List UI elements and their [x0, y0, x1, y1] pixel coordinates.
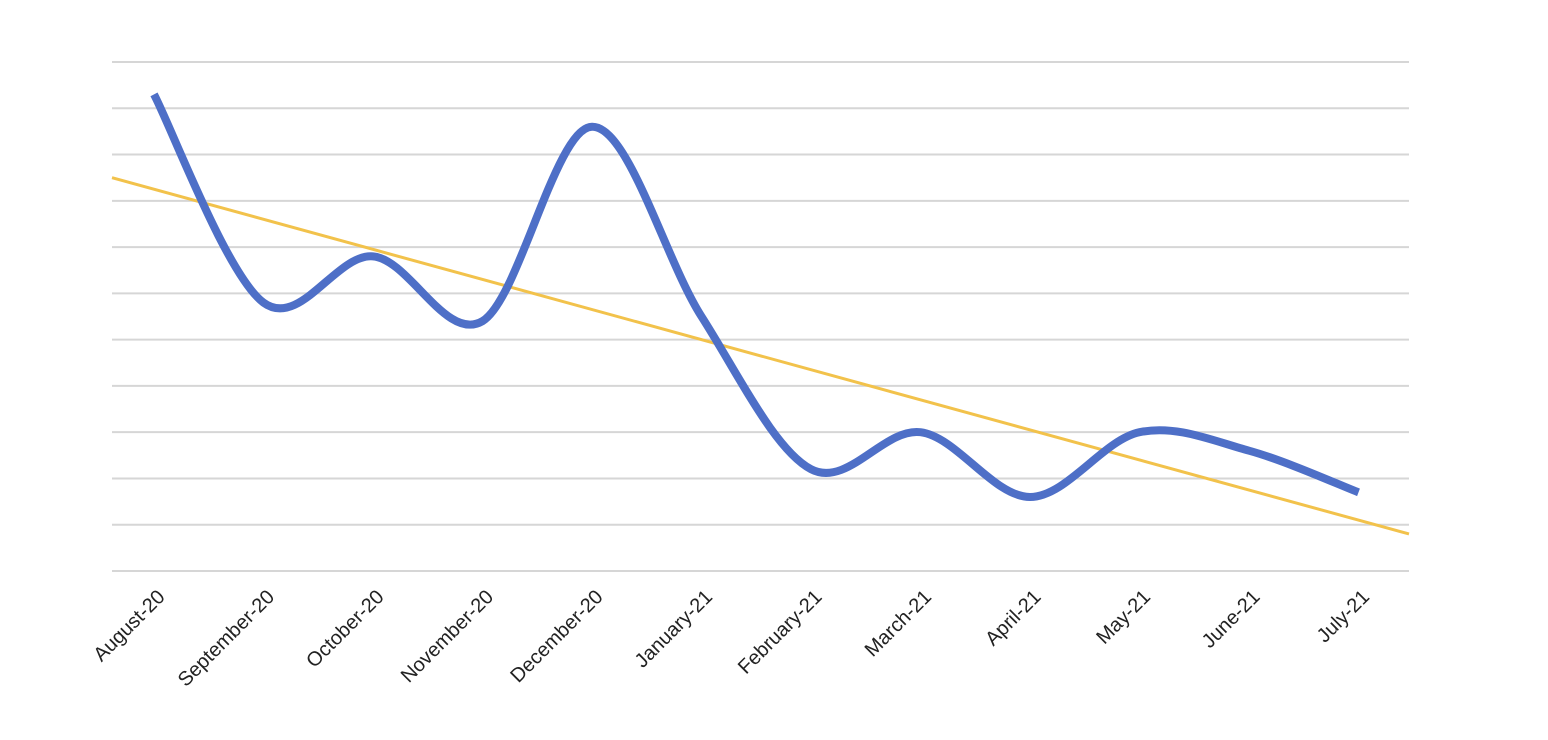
x-tick-label: January-21 [631, 586, 717, 672]
x-tick-label: July-21 [1313, 586, 1374, 647]
gridlines [112, 61, 1409, 572]
series-line-0 [150, 92, 1360, 501]
trendline [111, 176, 1410, 536]
x-tick-label: May-21 [1092, 586, 1155, 649]
x-tick-labels: August-20 September-20 October-20 November-… [90, 586, 1375, 691]
x-tick-label: December-20 [506, 586, 607, 687]
series-group [150, 92, 1360, 501]
x-tick-label: June-21 [1198, 586, 1265, 653]
x-tick-label: November-20 [397, 586, 498, 687]
trendline-group [111, 176, 1410, 536]
x-tick-label: August-20 [90, 586, 170, 666]
x-tick-label: September-20 [174, 586, 279, 691]
x-tick-label: October-20 [302, 586, 388, 672]
x-tick-label: March-21 [861, 586, 936, 661]
x-tick-label: February-21 [734, 586, 827, 679]
x-tick-label: April-21 [981, 586, 1045, 650]
